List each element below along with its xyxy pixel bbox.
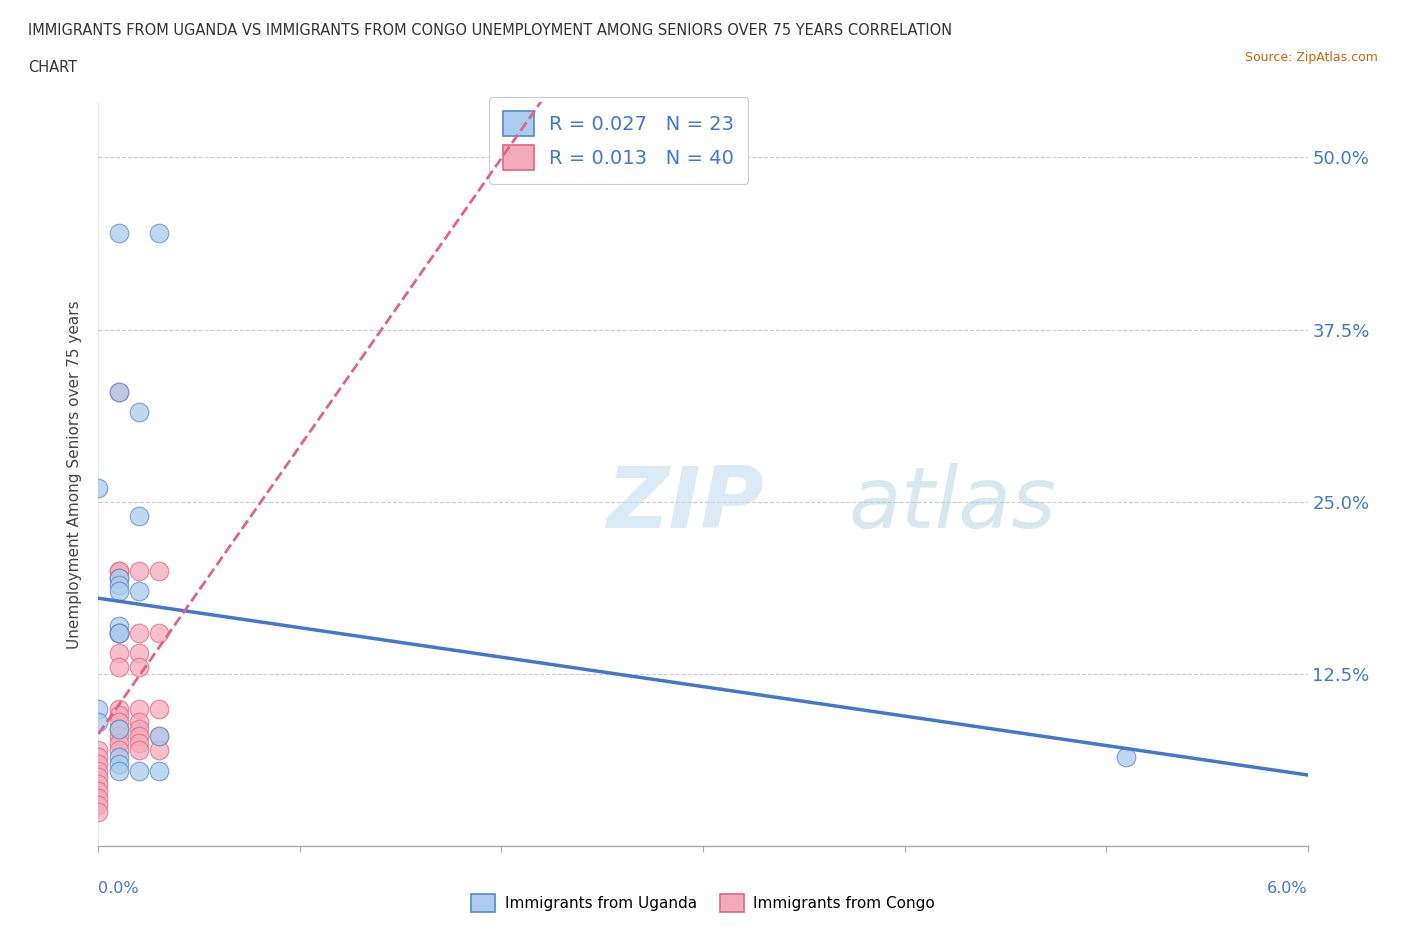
Point — [128, 646, 150, 661]
Point — [128, 584, 150, 599]
Point — [107, 625, 129, 640]
Point — [87, 798, 110, 813]
Point — [87, 764, 110, 778]
Point — [87, 750, 110, 764]
Point — [107, 625, 129, 640]
Point — [128, 659, 150, 674]
Text: ZIP: ZIP — [606, 462, 763, 546]
Point — [87, 777, 110, 791]
Point — [107, 564, 129, 578]
Point — [87, 804, 110, 819]
Point — [107, 708, 129, 723]
Point — [87, 715, 110, 730]
Text: IMMIGRANTS FROM UGANDA VS IMMIGRANTS FROM CONGO UNEMPLOYMENT AMONG SENIORS OVER : IMMIGRANTS FROM UGANDA VS IMMIGRANTS FRO… — [28, 23, 952, 38]
Point — [128, 701, 150, 716]
Legend: Immigrants from Uganda, Immigrants from Congo: Immigrants from Uganda, Immigrants from … — [465, 888, 941, 918]
Point — [107, 659, 129, 674]
Point — [148, 625, 170, 640]
Point — [107, 384, 129, 399]
Text: Source: ZipAtlas.com: Source: ZipAtlas.com — [1244, 51, 1378, 64]
Point — [148, 564, 170, 578]
Point — [107, 578, 129, 592]
Point — [107, 570, 129, 585]
Point — [148, 728, 170, 743]
Point — [107, 722, 129, 737]
Point — [87, 481, 110, 496]
Point — [87, 790, 110, 805]
Legend: R = 0.027   N = 23, R = 0.013   N = 40: R = 0.027 N = 23, R = 0.013 N = 40 — [489, 97, 748, 184]
Point — [148, 742, 170, 757]
Point — [128, 722, 150, 737]
Point — [128, 728, 150, 743]
Text: CHART: CHART — [28, 60, 77, 75]
Point — [107, 584, 129, 599]
Point — [128, 715, 150, 730]
Point — [148, 701, 170, 716]
Point — [87, 770, 110, 785]
Point — [87, 784, 110, 799]
Point — [1115, 750, 1137, 764]
Point — [128, 736, 150, 751]
Point — [107, 736, 129, 751]
Text: atlas: atlas — [848, 462, 1056, 546]
Point — [107, 646, 129, 661]
Text: 6.0%: 6.0% — [1267, 881, 1308, 896]
Point — [148, 728, 170, 743]
Point — [87, 756, 110, 771]
Point — [107, 625, 129, 640]
Point — [128, 405, 150, 419]
Point — [107, 570, 129, 585]
Point — [128, 764, 150, 778]
Point — [107, 715, 129, 730]
Point — [128, 625, 150, 640]
Point — [128, 742, 150, 757]
Point — [128, 508, 150, 523]
Point — [87, 701, 110, 716]
Point — [107, 625, 129, 640]
Point — [107, 728, 129, 743]
Point — [107, 384, 129, 399]
Point — [87, 742, 110, 757]
Point — [107, 564, 129, 578]
Point — [148, 226, 170, 241]
Y-axis label: Unemployment Among Seniors over 75 years: Unemployment Among Seniors over 75 years — [67, 300, 83, 648]
Point — [107, 701, 129, 716]
Point — [107, 750, 129, 764]
Point — [128, 564, 150, 578]
Point — [107, 226, 129, 241]
Point — [148, 764, 170, 778]
Point — [107, 618, 129, 633]
Point — [107, 764, 129, 778]
Text: 0.0%: 0.0% — [98, 881, 139, 896]
Point — [107, 722, 129, 737]
Point — [107, 742, 129, 757]
Point — [107, 756, 129, 771]
